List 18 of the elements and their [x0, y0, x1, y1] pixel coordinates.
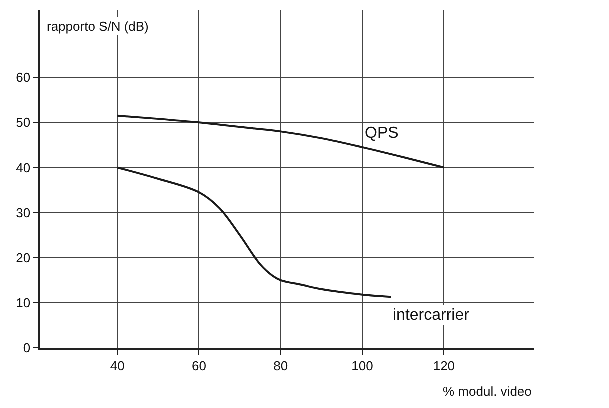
y-tick-label: 50 [16, 115, 31, 130]
x-axis-title: % modul. video [443, 384, 532, 399]
x-tick-label: 80 [274, 358, 288, 374]
y-axis-title: rapporto S/N (dB) [47, 19, 149, 34]
y-tick-label: 30 [16, 205, 31, 220]
line-series [116, 114, 446, 169]
line-series [116, 166, 392, 298]
x-tick-label: 100 [352, 358, 374, 374]
x-tick-label: 60 [192, 358, 206, 374]
y-tick-label: 10 [16, 295, 31, 310]
y-tick-label: 60 [16, 70, 31, 86]
y-tick-label: 20 [16, 250, 31, 266]
series-label: QPS [365, 125, 399, 142]
y-tick-label: 40 [16, 160, 31, 176]
series-label: intercarrier [393, 307, 470, 324]
x-tick-label: 40 [110, 358, 125, 374]
y-tick-label: 0 [23, 340, 31, 356]
x-tick-label: 120 [433, 358, 456, 374]
